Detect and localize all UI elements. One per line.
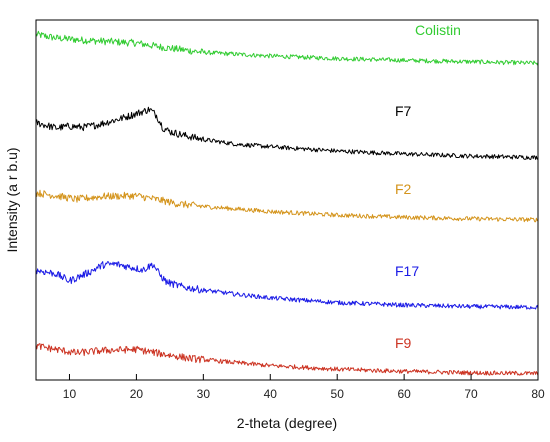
- x-tick-label: 70: [464, 387, 478, 401]
- series-label-f17: F17: [395, 263, 419, 279]
- x-axis-ticks: 10 20 30 40 50 60 70 80: [63, 374, 545, 401]
- plot-frame: [35, 19, 539, 381]
- series-label-colistin: Colistin: [415, 22, 461, 38]
- series-label-layer: Colistin F7 F2 F17 F9: [395, 22, 461, 351]
- x-tick-label: 50: [331, 387, 345, 401]
- series-label-f2: F2: [395, 181, 412, 197]
- series-line-f9: [35, 343, 539, 376]
- x-tick-label: 10: [63, 387, 77, 401]
- series-line-f7: [35, 106, 539, 160]
- x-tick-label: 80: [531, 387, 545, 401]
- series-label-f7: F7: [395, 103, 412, 119]
- x-tick-label: 40: [264, 387, 278, 401]
- series-layer: [35, 30, 539, 376]
- y-axis-title: Intensity (a r b.u): [4, 147, 20, 252]
- x-tick-label: 60: [397, 387, 411, 401]
- series-line-colistin: [35, 30, 539, 66]
- series-line-f2: [35, 189, 539, 223]
- x-tick-label: 30: [197, 387, 211, 401]
- series-line-f17: [35, 261, 539, 310]
- series-label-f9: F9: [395, 335, 412, 351]
- x-axis-title: 2-theta (degree): [237, 415, 337, 431]
- x-tick-label: 20: [130, 387, 144, 401]
